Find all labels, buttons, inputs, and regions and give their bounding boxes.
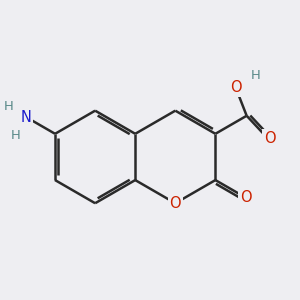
Text: O: O [264, 131, 276, 146]
Text: H: H [251, 69, 260, 82]
Text: H: H [11, 129, 21, 142]
Text: O: O [169, 196, 181, 211]
Text: O: O [230, 80, 242, 95]
Text: H: H [3, 100, 13, 113]
Text: O: O [240, 190, 251, 205]
Text: N: N [21, 110, 32, 124]
